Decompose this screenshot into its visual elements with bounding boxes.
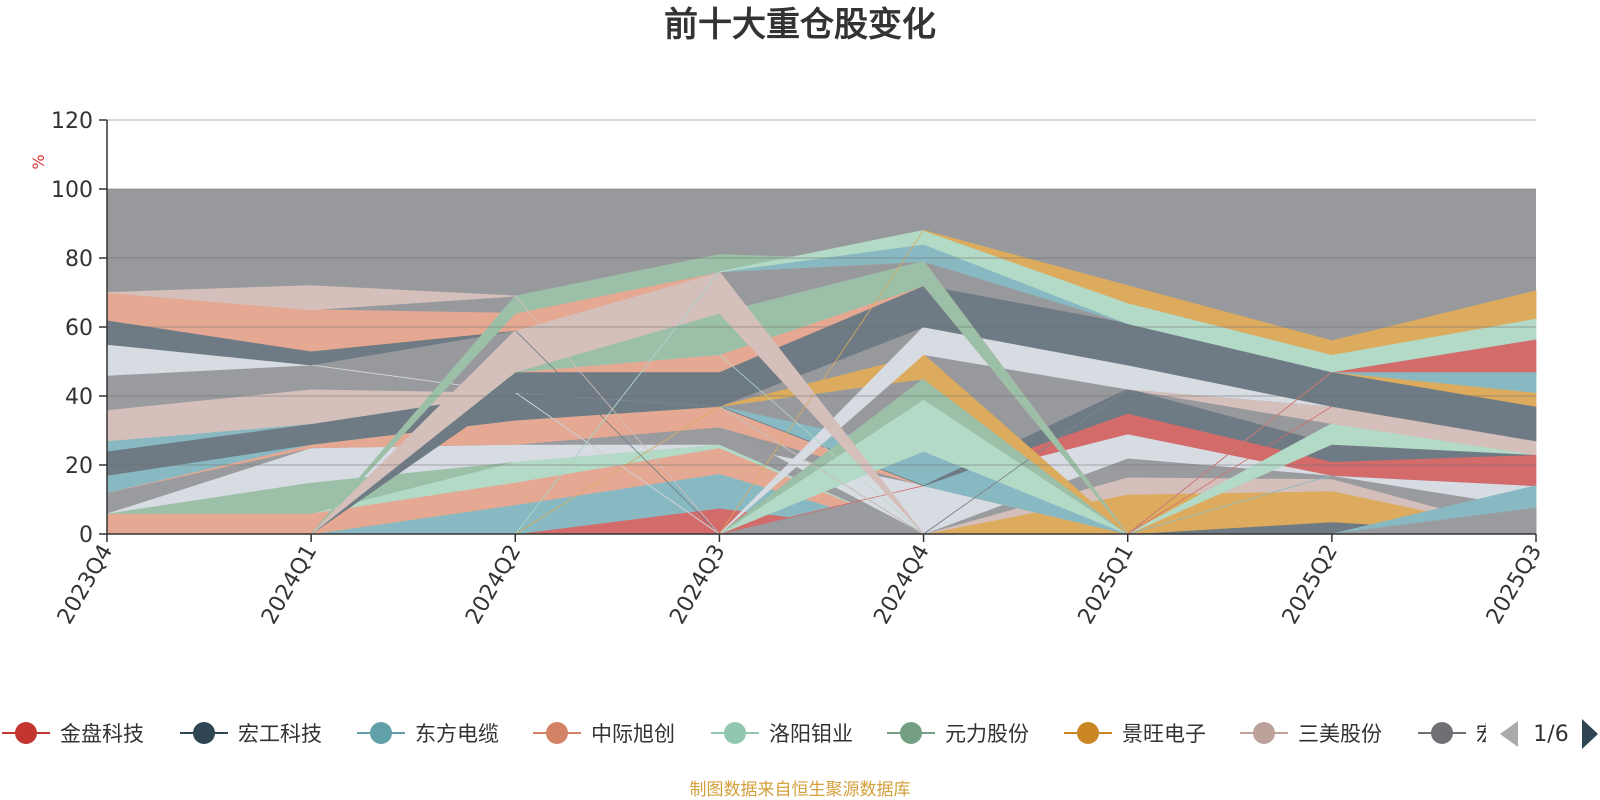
- y-tick-label: 100: [51, 178, 93, 203]
- triangle-right-icon[interactable]: [1582, 719, 1598, 749]
- legend-item[interactable]: 金盘科技: [2, 722, 144, 746]
- legend-circle-icon: [724, 722, 746, 744]
- legend-label: 三美股份: [1298, 722, 1382, 746]
- x-tick-label: 2024Q4: [869, 541, 934, 629]
- legend-item[interactable]: 宏: [1418, 722, 1497, 746]
- x-tick-label: 2025Q2: [1278, 541, 1343, 629]
- y-tick-label: 60: [65, 316, 93, 341]
- x-tick-label: 2025Q1: [1074, 541, 1139, 629]
- y-tick-label: 40: [65, 385, 93, 410]
- legend-label: 宏工科技: [238, 722, 322, 746]
- legend: 金盘科技 宏工科技 东方电缆 中际旭创 洛阳钼业 元力股份 景旺电子 三美股份 宏 1/6: [2, 713, 1600, 753]
- legend-circle-icon: [546, 722, 568, 744]
- legend-circle-icon: [1077, 722, 1099, 744]
- grid-lines: [107, 119, 1536, 466]
- legend-circle-icon: [15, 722, 37, 744]
- chart-title: 前十大重仓股变化: [664, 5, 936, 45]
- x-tick-label: 2023Q4: [53, 541, 118, 629]
- x-tick-label: 2025Q3: [1482, 541, 1547, 629]
- legend-item[interactable]: 景旺电子: [1064, 722, 1206, 746]
- legend-item[interactable]: 三美股份: [1240, 722, 1382, 746]
- legend-label: 东方电缆: [415, 722, 499, 746]
- y-tick-label: 80: [65, 247, 93, 272]
- legend-label: 洛阳钼业: [769, 722, 853, 746]
- legend-label: 金盘科技: [60, 722, 144, 746]
- legend-page-indicator: 1/6: [1533, 722, 1568, 747]
- data-source-note: 制图数据来自恒生聚源数据库: [690, 780, 911, 800]
- legend-item[interactable]: 元力股份: [887, 722, 1029, 746]
- area-layer-42: [106, 230, 1537, 535]
- legend-circle-icon: [1431, 722, 1453, 744]
- legend-label: 景旺电子: [1122, 722, 1206, 746]
- y-tick-label: 20: [65, 454, 93, 479]
- y-axis-unit: %: [29, 154, 48, 169]
- legend-label: 元力股份: [945, 722, 1029, 746]
- legend-item[interactable]: 东方电缆: [357, 722, 499, 746]
- legend-label: 中际旭创: [591, 722, 675, 746]
- triangle-left-icon[interactable]: [1500, 721, 1518, 747]
- plot-area: [106, 189, 1537, 535]
- y-tick-label: 120: [51, 109, 93, 134]
- legend-circle-icon: [370, 722, 392, 744]
- y-tick-label: 0: [79, 523, 93, 548]
- legend-circle-icon: [193, 722, 215, 744]
- legend-item[interactable]: 宏工科技: [180, 722, 322, 746]
- x-tick-label: 2024Q2: [461, 541, 526, 629]
- legend-item[interactable]: 洛阳钼业: [711, 722, 853, 746]
- x-tick-label: 2024Q3: [665, 541, 730, 629]
- x-tick-label: 2024Q1: [257, 541, 322, 629]
- legend-circle-icon: [900, 722, 922, 744]
- legend-circle-icon: [1253, 722, 1275, 744]
- legend-item[interactable]: 中际旭创: [533, 722, 675, 746]
